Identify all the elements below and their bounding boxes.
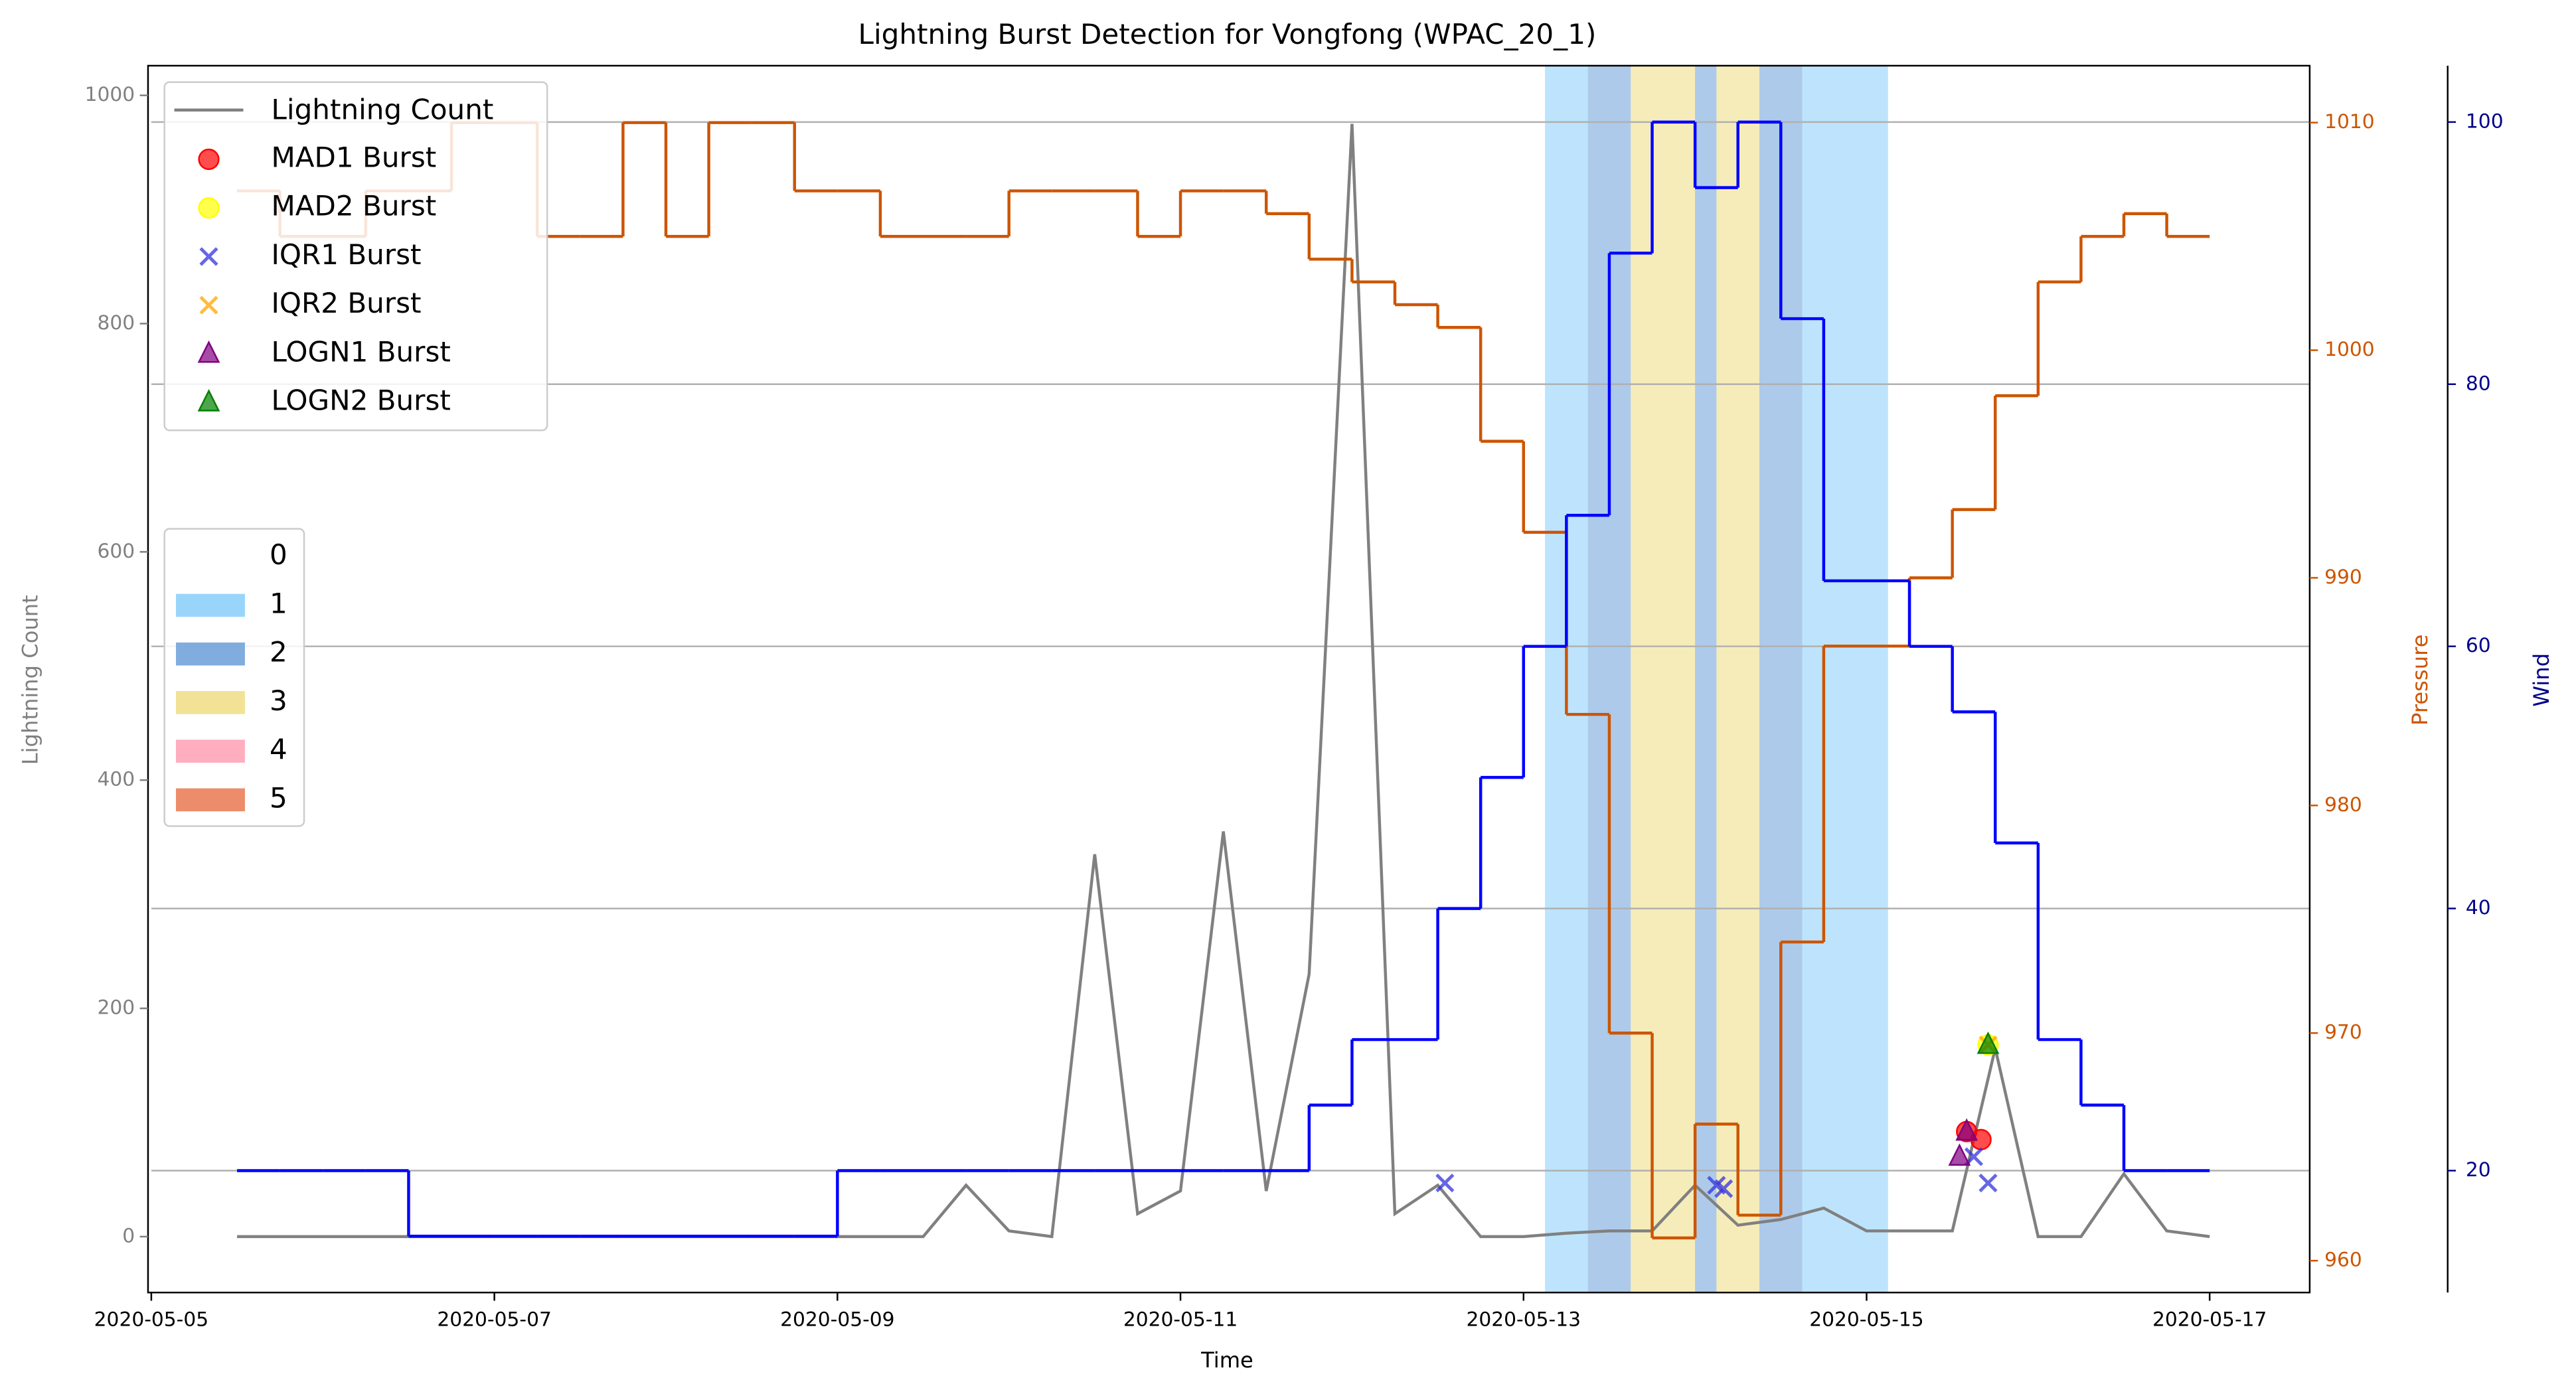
plot-frame [147,64,2311,1294]
legend-label: 0 [270,538,287,571]
legend-patch [176,642,245,666]
y2-tick-label: 970 [2324,1020,2362,1044]
legend-label: MAD1 Burst [272,141,437,173]
legend-frame [163,81,548,431]
x-tick-label: 2020-05-17 [2152,1308,2267,1331]
legend-label: IQR2 Burst [272,287,422,319]
legend-label: 3 [270,684,287,717]
y-tick-label: 1000 [85,82,135,106]
legend-patch [176,593,245,617]
legend-label: Lightning Count [272,94,494,126]
x-axis-label: Time [1200,1348,1253,1373]
y3-tick-label: 60 [2466,633,2491,657]
burst-marker [1955,1118,1978,1141]
legend-patch [176,545,245,569]
burst-marker [198,148,220,171]
y2-axis-label: Pressure [2407,635,2433,726]
intensity-span [1716,65,1760,1293]
intensity-span [1802,65,1888,1293]
legend-label: 4 [270,733,287,765]
x-tick-label: 2020-05-11 [1123,1308,1238,1331]
y2-tick-label: 980 [2324,793,2362,816]
x-tick-label: 2020-05-05 [94,1308,208,1331]
y2-tick-label: 960 [2324,1248,2362,1271]
legend-label: LOGN1 Burst [272,335,451,368]
x-tick-label: 2020-05-09 [780,1308,894,1331]
legend-label: MAD2 Burst [272,190,437,222]
y-tick-label: 200 [98,996,135,1019]
burst-marker [1435,1173,1455,1193]
legend: Lightning Count MAD1 Burst MAD2 Burst IQR1 … [163,81,548,431]
y2-tick-label: 990 [2324,565,2362,588]
legend-patch [176,788,245,812]
legend-patch [176,739,245,763]
legend-label: 2 [270,636,287,668]
y3-tick-label: 100 [2466,109,2504,132]
plot-area [151,65,2310,1293]
y-tick-label: 600 [98,539,135,562]
y3-axis-label: Wind [2529,653,2554,707]
x-tick-label: 2020-05-15 [1809,1308,1923,1331]
y2-tick-label: 1000 [2324,337,2375,360]
burst-marker [199,247,218,266]
legend-patch [176,691,245,714]
burst-marker [1976,1031,2000,1054]
burst-marker [198,197,220,219]
y-axis-label: Lightning Count [17,595,42,765]
intensity-legend: 0 1 2 3 4 5 [163,528,305,827]
y2-tick-label: 1010 [2324,110,2375,133]
x-tick-label: 2020-05-07 [437,1308,551,1331]
x-tick-label: 2020-05-13 [1467,1308,1581,1331]
chart-title: Lightning Burst Detection for Vongfong (… [858,18,1597,50]
y3-tick-label: 40 [2466,895,2491,919]
legend-label: 1 [270,587,287,619]
y-tick-label: 800 [98,311,135,334]
y-tick-label: 400 [98,767,135,791]
burst-marker [1948,1143,1971,1166]
burst-marker [1978,1173,1998,1193]
intensity-span [1587,65,1631,1293]
legend-label: 5 [270,781,287,814]
burst-marker [197,389,220,412]
y3-tick-label: 20 [2466,1158,2491,1181]
y3-tick-label: 80 [2466,371,2491,394]
intensity-span [1695,65,1717,1293]
burst-marker [197,340,220,363]
intensity-span [1631,65,1696,1293]
y-tick-label: 0 [122,1223,135,1247]
legend-label: LOGN2 Burst [272,384,451,417]
burst-marker [1714,1179,1733,1198]
legend-label: IQR1 Burst [272,238,422,271]
burst-marker [199,295,218,315]
